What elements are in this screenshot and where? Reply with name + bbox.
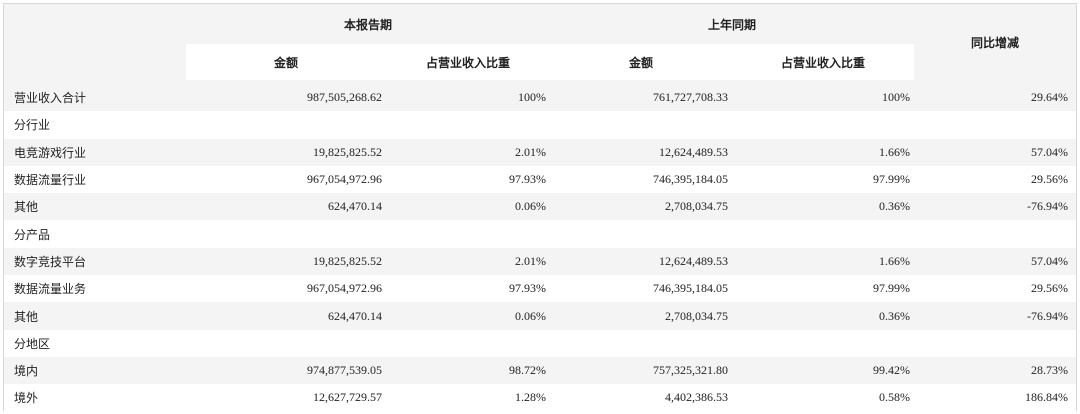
- cell-prior-share: 100%: [882, 90, 911, 105]
- table-row: 其他 624,470.14 0.06% 2,708,034.75 0.36% -76.94…: [4, 193, 1077, 221]
- cell-current-amount: 974,877,539.05: [307, 363, 382, 378]
- row-label: 数据流量行业: [14, 173, 87, 188]
- cell-prior-share: [732, 330, 914, 357]
- header-cur-share: 占营业收入比重: [386, 44, 551, 80]
- cell-prior-share: 0.58%: [879, 390, 911, 405]
- cell-prior-amount: [550, 111, 732, 138]
- cell-yoy-change: [914, 220, 1076, 247]
- cell-prior-share: 1.66%: [879, 144, 911, 159]
- header-prev-share: 占营业收入比重: [732, 44, 915, 80]
- row-label: 其他: [14, 200, 39, 215]
- cell-prior-amount: 746,395,184.05: [653, 281, 729, 296]
- cell-prior-amount: 761,727,708.33: [653, 90, 729, 105]
- cell-yoy-change: [914, 111, 1076, 138]
- cell-yoy-change: 28.73%: [1031, 363, 1069, 378]
- cell-prior-share: 0.36%: [879, 199, 911, 214]
- cell-current-amount: 967,054,972.96: [307, 172, 382, 187]
- row-label: 数字竞技平台: [14, 254, 87, 269]
- cell-prior-share: 97.99%: [873, 281, 911, 296]
- cell-prior-share: 0.36%: [879, 308, 911, 323]
- cell-prior-amount: 746,395,184.05: [653, 172, 729, 187]
- cell-current-amount: 624,470.14: [328, 199, 382, 214]
- cell-yoy-change: -76.94%: [1027, 199, 1069, 214]
- cell-current-amount: [186, 330, 386, 357]
- cell-current-share: 100%: [518, 90, 547, 105]
- cell-current-share: 2.01%: [515, 144, 547, 159]
- table-body: 营业收入合计 987,505,268.62 100% 761,727,708.33 10…: [4, 84, 1077, 412]
- header-current-period: 本报告期: [186, 4, 551, 44]
- header-gap: [4, 80, 1077, 84]
- cell-current-share: 1.28%: [515, 390, 547, 405]
- cell-prior-amount: 4,402,386.53: [665, 390, 729, 405]
- cell-current-share: 97.93%: [509, 281, 547, 296]
- cell-yoy-change: 29.64%: [1031, 90, 1069, 105]
- row-label: 分行业: [14, 118, 51, 133]
- cell-current-share: [386, 111, 550, 138]
- cell-prior-amount: [550, 330, 732, 357]
- cell-prior-amount: 12,624,489.53: [659, 144, 729, 159]
- revenue-table-frame: 本报告期 上年同期 同比增减 金额 占营业收入比重 金额 占营业收入比重 营业收…: [3, 3, 1077, 412]
- table-row: 分产品: [4, 220, 1077, 248]
- row-label: 境内: [14, 364, 39, 379]
- table-row: 境外 12,627,729.57 1.28% 4,402,386.53 0.58% 186…: [4, 384, 1077, 412]
- row-label: 其他: [14, 309, 39, 324]
- cell-current-amount: 12,627,729.57: [313, 390, 382, 405]
- cell-current-amount: 624,470.14: [328, 308, 382, 323]
- table-row: 境内 974,877,539.05 98.72% 757,325,321.80 99.4…: [4, 356, 1077, 385]
- cell-current-amount: 967,054,972.96: [307, 281, 382, 296]
- header-prev-amount: 金额: [550, 44, 733, 80]
- table-row: 数据流量业务 967,054,972.96 97.93% 746,395,184.05…: [4, 275, 1077, 303]
- header-cur-amount: 金额: [186, 44, 386, 80]
- cell-current-share: [386, 220, 550, 247]
- cell-prior-share: 97.99%: [873, 172, 911, 187]
- cell-yoy-change: 186.84%: [1025, 390, 1069, 405]
- cell-current-amount: 19,825,825.52: [313, 253, 382, 268]
- cell-current-share: 98.72%: [509, 363, 547, 378]
- table-row: 电竞游戏行业 19,825,825.52 2.01% 12,624,489.53 1.6…: [4, 138, 1077, 166]
- cell-yoy-change: 29.56%: [1031, 281, 1069, 296]
- cell-prior-amount: 757,325,321.80: [653, 363, 729, 378]
- cell-prior-amount: 12,624,489.53: [659, 253, 729, 268]
- cell-current-amount: [186, 111, 386, 138]
- cell-yoy-change: 57.04%: [1031, 253, 1069, 268]
- table-row: 营业收入合计 987,505,268.62 100% 761,727,708.33 10…: [4, 84, 1077, 112]
- cell-yoy-change: -76.94%: [1027, 308, 1069, 323]
- table-row: 数据流量行业 967,054,972.96 97.93% 746,395,184.05…: [4, 165, 1077, 194]
- row-label: 电竞游戏行业: [14, 145, 87, 160]
- table-row: 分地区: [4, 329, 1077, 357]
- row-label: 分产品: [14, 227, 51, 242]
- row-label: 分地区: [14, 336, 51, 351]
- cell-yoy-change: 29.56%: [1031, 172, 1069, 187]
- table-row: 分行业: [4, 111, 1077, 139]
- cell-prior-amount: [550, 220, 732, 247]
- cell-prior-amount: 2,708,034.75: [665, 308, 729, 323]
- table-row: 其他 624,470.14 0.06% 2,708,034.75 0.36% -76.94…: [4, 302, 1077, 330]
- cell-current-share: 0.06%: [515, 199, 547, 214]
- cell-prior-amount: 2,708,034.75: [665, 199, 729, 214]
- cell-current-share: [386, 330, 550, 357]
- revenue-breakdown-table: 本报告期 上年同期 同比增减 金额 占营业收入比重 金额 占营业收入比重 营业收…: [4, 4, 1077, 412]
- cell-prior-share: 1.66%: [879, 253, 911, 268]
- cell-prior-share: [732, 111, 914, 138]
- cell-current-amount: 987,505,268.62: [307, 90, 382, 105]
- cell-current-share: 0.06%: [515, 308, 547, 323]
- cell-current-share: 2.01%: [515, 253, 547, 268]
- cell-prior-share: 99.42%: [873, 363, 911, 378]
- cell-prior-share: [732, 220, 914, 247]
- header-blank: [4, 4, 186, 80]
- cell-yoy-change: [914, 330, 1076, 357]
- header-yoy: 同比增减: [914, 4, 1077, 80]
- cell-yoy-change: 57.04%: [1031, 144, 1069, 159]
- cell-current-amount: [186, 220, 386, 247]
- table-row: 数字竞技平台 19,825,825.52 2.01% 12,624,489.53 1.6…: [4, 247, 1077, 276]
- header-prior-period: 上年同期: [550, 4, 915, 44]
- cell-current-share: 97.93%: [509, 172, 547, 187]
- header-row-periods: 本报告期 上年同期 同比增减: [4, 4, 1077, 80]
- row-label: 境外: [14, 391, 39, 406]
- row-label: 营业收入合计: [14, 91, 87, 106]
- cell-current-amount: 19,825,825.52: [313, 144, 382, 159]
- header-row-measures: 金额 占营业收入比重 金额 占营业收入比重: [4, 44, 1076, 80]
- row-label: 数据流量业务: [14, 282, 87, 297]
